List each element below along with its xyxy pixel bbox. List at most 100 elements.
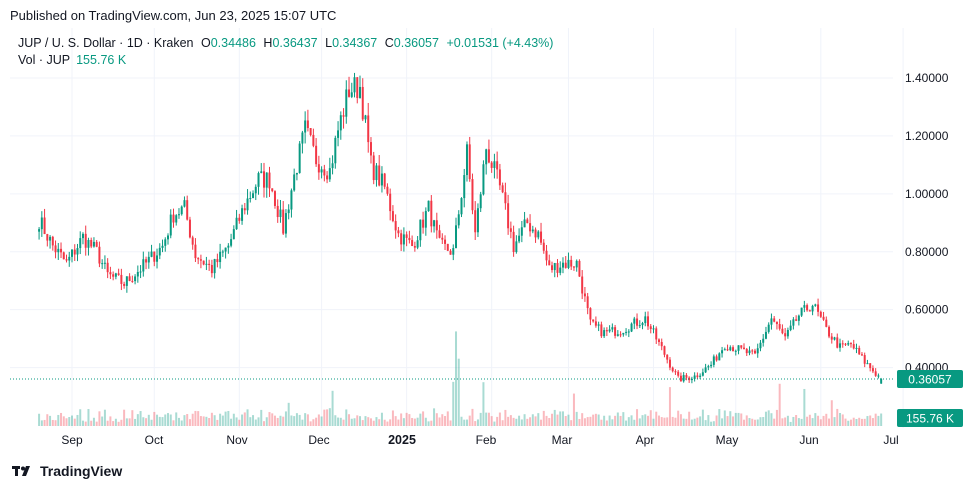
candle-body[interactable] — [312, 134, 315, 146]
candle-body[interactable] — [671, 367, 674, 372]
candle-body[interactable] — [457, 214, 460, 226]
candle-body[interactable] — [789, 325, 792, 330]
candle-body[interactable] — [685, 375, 688, 378]
candle-body[interactable] — [87, 239, 90, 248]
candle-body[interactable] — [424, 211, 427, 228]
candle-body[interactable] — [101, 263, 104, 265]
candle-body[interactable] — [597, 324, 600, 326]
candle-body[interactable] — [860, 354, 863, 356]
candle-body[interactable] — [383, 173, 386, 187]
candle-body[interactable] — [485, 149, 488, 165]
candle-body[interactable] — [397, 230, 400, 234]
candle-body[interactable] — [638, 325, 641, 327]
candle-body[interactable] — [408, 237, 411, 241]
candle-body[interactable] — [578, 260, 581, 277]
candle-body[interactable] — [386, 186, 389, 194]
candle-body[interactable] — [150, 251, 153, 257]
candle-body[interactable] — [619, 334, 622, 336]
candle-body[interactable] — [548, 260, 551, 266]
candle-body[interactable] — [279, 209, 282, 218]
candle-body[interactable] — [84, 233, 87, 248]
candle-body[interactable] — [79, 238, 82, 249]
candle-body[interactable] — [740, 345, 743, 348]
candle-body[interactable] — [701, 372, 704, 376]
candle-body[interactable] — [177, 214, 180, 216]
candle-body[interactable] — [504, 192, 507, 204]
candle-body[interactable] — [677, 371, 680, 376]
candle-body[interactable] — [320, 169, 323, 173]
candle-body[interactable] — [556, 263, 559, 273]
candle-body[interactable] — [474, 210, 477, 233]
candle-body[interactable] — [498, 169, 501, 186]
candle-body[interactable] — [817, 304, 820, 312]
candle-body[interactable] — [819, 311, 822, 317]
candle-body[interactable] — [518, 235, 521, 242]
candle-body[interactable] — [120, 274, 123, 284]
candle-body[interactable] — [655, 328, 658, 340]
candle-body[interactable] — [509, 228, 512, 232]
candle-body[interactable] — [142, 259, 145, 272]
candle-body[interactable] — [605, 330, 608, 332]
candle-body[interactable] — [512, 231, 515, 253]
candle-body[interactable] — [359, 86, 362, 98]
candle-body[interactable] — [112, 274, 115, 277]
candle-body[interactable] — [773, 318, 776, 322]
candle-body[interactable] — [326, 175, 329, 180]
candle-body[interactable] — [263, 171, 266, 188]
candle-body[interactable] — [792, 319, 795, 326]
candle-body[interactable] — [468, 144, 471, 180]
candle-body[interactable] — [134, 276, 137, 282]
candle-body[interactable] — [375, 165, 378, 181]
candle-body[interactable] — [575, 260, 578, 268]
candle-body[interactable] — [219, 251, 222, 263]
candle-body[interactable] — [246, 198, 249, 211]
candle-body[interactable] — [767, 324, 770, 332]
candle-body[interactable] — [608, 329, 611, 332]
candle-body[interactable] — [114, 273, 117, 277]
candle-body[interactable] — [334, 137, 337, 164]
candle-body[interactable] — [732, 347, 735, 352]
candle-body[interactable] — [287, 209, 290, 214]
candle-body[interactable] — [95, 241, 98, 247]
candle-body[interactable] — [136, 272, 139, 277]
candle-body[interactable] — [290, 190, 293, 210]
candle-body[interactable] — [795, 319, 798, 321]
candle-body[interactable] — [402, 234, 405, 245]
candle-body[interactable] — [806, 305, 809, 311]
candle-body[interactable] — [153, 251, 156, 262]
candle-body[interactable] — [839, 343, 842, 348]
candle-body[interactable] — [603, 330, 606, 337]
candle-body[interactable] — [460, 198, 463, 215]
candle-body[interactable] — [145, 259, 148, 263]
candle-body[interactable] — [328, 168, 331, 180]
candle-body[interactable] — [849, 343, 852, 345]
candle-body[interactable] — [515, 241, 518, 253]
candle-body[interactable] — [230, 239, 233, 246]
candle-body[interactable] — [235, 217, 238, 230]
candle-body[interactable] — [49, 236, 52, 241]
candle-body[interactable] — [729, 347, 732, 351]
candle-body[interactable] — [531, 229, 534, 232]
candle-body[interactable] — [756, 348, 759, 354]
candle-body[interactable] — [852, 344, 855, 349]
candle-body[interactable] — [238, 217, 241, 221]
candle-body[interactable] — [679, 375, 682, 382]
candle-body[interactable] — [866, 363, 869, 365]
candle-body[interactable] — [487, 149, 490, 163]
candle-body[interactable] — [778, 324, 781, 329]
candle-body[interactable] — [54, 245, 57, 253]
candle-body[interactable] — [249, 198, 252, 200]
candle-body[interactable] — [452, 248, 455, 255]
candle-body[interactable] — [770, 318, 773, 325]
candle-body[interactable] — [721, 350, 724, 354]
candle-body[interactable] — [57, 248, 60, 253]
candle-body[interactable] — [356, 77, 359, 98]
candle-body[interactable] — [243, 208, 246, 211]
candle-body[interactable] — [128, 276, 131, 281]
candle-body[interactable] — [572, 266, 575, 268]
candle-body[interactable] — [268, 172, 271, 189]
candle-body[interactable] — [180, 206, 183, 215]
candle-body[interactable] — [614, 327, 617, 336]
candle-body[interactable] — [186, 200, 189, 220]
